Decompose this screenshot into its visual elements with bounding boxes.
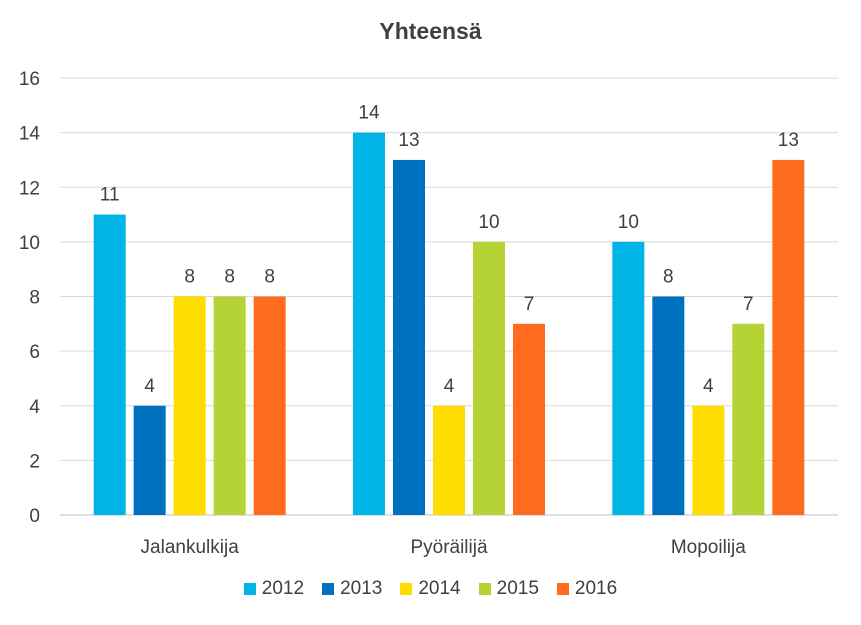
data-label: 13 bbox=[778, 130, 799, 151]
y-tick-label: 10 bbox=[19, 233, 40, 254]
legend-item: 2014 bbox=[400, 578, 461, 600]
data-label: 10 bbox=[478, 212, 499, 233]
data-label: 4 bbox=[144, 376, 155, 397]
bar bbox=[393, 159, 425, 515]
y-tick-label: 8 bbox=[29, 288, 40, 309]
chart-legend: 2012 2013 2014 2015 2016 bbox=[0, 578, 861, 600]
data-label: 10 bbox=[618, 212, 639, 233]
y-tick-label: 2 bbox=[29, 451, 40, 472]
bar bbox=[732, 323, 765, 515]
bar bbox=[213, 296, 246, 515]
y-tick-label: 14 bbox=[19, 124, 41, 145]
legend-swatch bbox=[243, 583, 256, 595]
data-label: 7 bbox=[743, 294, 754, 315]
y-tick-label: 4 bbox=[29, 397, 40, 418]
legend-swatch bbox=[478, 583, 491, 595]
bar bbox=[473, 241, 505, 515]
data-label: 8 bbox=[224, 267, 235, 288]
data-label: 4 bbox=[703, 376, 714, 397]
legend-item: 2012 bbox=[243, 578, 305, 600]
legend-label: 2016 bbox=[574, 578, 618, 599]
x-tick-label: Jalankulkija bbox=[141, 537, 240, 558]
data-label: 8 bbox=[663, 267, 674, 288]
y-tick-label: 12 bbox=[19, 178, 40, 199]
x-tick-label: Pyöräilijä bbox=[410, 537, 488, 558]
bar bbox=[133, 405, 166, 515]
bar bbox=[772, 159, 805, 515]
legend-label: 2014 bbox=[418, 578, 461, 599]
y-tick-label: 16 bbox=[19, 69, 40, 90]
y-tick-label: 6 bbox=[29, 342, 40, 363]
legend-swatch bbox=[400, 583, 413, 595]
bar bbox=[692, 405, 725, 515]
bar bbox=[652, 296, 685, 515]
data-label: 7 bbox=[524, 294, 535, 315]
legend-label: 2012 bbox=[261, 578, 305, 599]
legend-label: 2015 bbox=[496, 578, 539, 599]
legend-item: 2016 bbox=[556, 578, 618, 600]
legend-swatch bbox=[556, 583, 569, 595]
bar bbox=[173, 296, 206, 515]
legend-item: 2015 bbox=[478, 578, 539, 600]
data-label: 8 bbox=[184, 267, 195, 288]
bar bbox=[253, 296, 286, 515]
data-label: 11 bbox=[100, 185, 120, 206]
legend-item: 2013 bbox=[322, 578, 382, 600]
bar bbox=[513, 323, 545, 515]
data-label: 4 bbox=[444, 376, 455, 397]
x-tick-label: Mopoilija bbox=[671, 537, 746, 558]
data-label: 14 bbox=[358, 103, 380, 124]
data-label: 13 bbox=[398, 130, 419, 151]
data-label: 8 bbox=[264, 267, 275, 288]
bar bbox=[353, 132, 385, 515]
bar bbox=[93, 214, 126, 515]
legend-swatch bbox=[322, 583, 335, 595]
y-tick-label: 0 bbox=[29, 506, 40, 527]
chart-title: Yhteensä bbox=[379, 18, 482, 44]
bar bbox=[612, 241, 645, 515]
legend-label: 2013 bbox=[340, 578, 383, 599]
bar bbox=[433, 405, 465, 515]
